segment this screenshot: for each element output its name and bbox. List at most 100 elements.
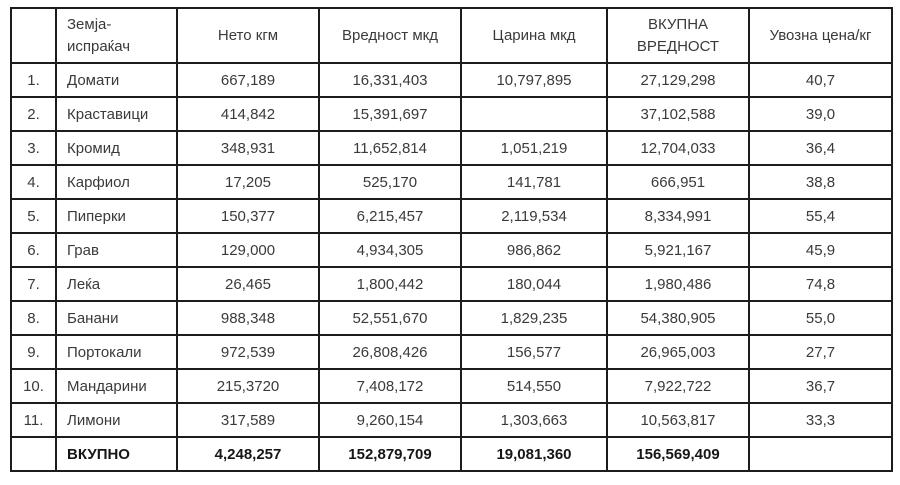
row-number-cell: 10. [10, 368, 57, 404]
total-value-total-cell: 156,569,409 [606, 436, 750, 472]
customs-mkd-cell: 514,550 [460, 368, 608, 404]
import-price-total-cell [748, 436, 893, 472]
net-kg-cell: 129,000 [176, 232, 320, 268]
import-price-cell: 74,8 [748, 266, 893, 302]
net-kg-cell: 348,931 [176, 130, 320, 166]
row-number-cell: 5. [10, 198, 57, 234]
table-row-krastavici: 2. Краставици 414,842 15,391,697 37,102,… [10, 96, 893, 132]
customs-mkd-cell: 10,797,895 [460, 62, 608, 98]
value-mkd-cell: 16,331,403 [318, 62, 462, 98]
net-kg-cell: 26,465 [176, 266, 320, 302]
header-index [10, 7, 57, 64]
customs-mkd-cell: 2,119,534 [460, 198, 608, 234]
net-kg-cell: 317,589 [176, 402, 320, 438]
import-price-cell: 38,8 [748, 164, 893, 200]
product-name-cell: Леќа [55, 266, 178, 302]
header-country-sender: Земја- испраќач [55, 7, 178, 64]
product-name-cell: Мандарини [55, 368, 178, 404]
product-name-cell: Портокали [55, 334, 178, 370]
table-row-limoni: 11. Лимони 317,589 9,260,154 1,303,663 1… [10, 402, 893, 438]
total-label-cell: ВКУПНО [55, 436, 178, 472]
product-name-cell: Пиперки [55, 198, 178, 234]
total-value-cell: 27,129,298 [606, 62, 750, 98]
product-name-cell: Краставици [55, 96, 178, 132]
row-number-cell: 9. [10, 334, 57, 370]
value-mkd-cell: 525,170 [318, 164, 462, 200]
row-number-cell [10, 436, 57, 472]
page: Земја- испраќач Нето кгм Вредност мкд Ца… [10, 7, 893, 472]
value-mkd-total-cell: 152,879,709 [318, 436, 462, 472]
table-row-piperki: 5. Пиперки 150,377 6,215,457 2,119,534 8… [10, 198, 893, 234]
product-name-cell: Лимони [55, 402, 178, 438]
row-number-cell: 11. [10, 402, 57, 438]
value-mkd-cell: 15,391,697 [318, 96, 462, 132]
table-row-domati: 1. Домати 667,189 16,331,403 10,797,895 … [10, 62, 893, 98]
header-total-value: ВКУПНА ВРЕДНОСТ [606, 7, 750, 64]
customs-mkd-cell: 141,781 [460, 164, 608, 200]
customs-mkd-cell: 986,862 [460, 232, 608, 268]
product-name-cell: Домати [55, 62, 178, 98]
header-row: Земја- испраќач Нето кгм Вредност мкд Ца… [10, 7, 893, 64]
net-kg-total-cell: 4,248,257 [176, 436, 320, 472]
total-value-cell: 666,951 [606, 164, 750, 200]
table-row-mandarini: 10. Мандарини 215,3720 7,408,172 514,550… [10, 368, 893, 404]
row-number-cell: 6. [10, 232, 57, 268]
net-kg-cell: 667,189 [176, 62, 320, 98]
value-mkd-cell: 26,808,426 [318, 334, 462, 370]
total-value-cell: 37,102,588 [606, 96, 750, 132]
customs-mkd-cell: 1,303,663 [460, 402, 608, 438]
total-value-cell: 10,563,817 [606, 402, 750, 438]
header-import-price: Увозна цена/кг [748, 7, 893, 64]
table-row-banani: 8. Банани 988,348 52,551,670 1,829,235 5… [10, 300, 893, 336]
row-number-cell: 8. [10, 300, 57, 336]
import-price-cell: 36,7 [748, 368, 893, 404]
row-number-cell: 7. [10, 266, 57, 302]
import-price-cell: 55,4 [748, 198, 893, 234]
value-mkd-cell: 1,800,442 [318, 266, 462, 302]
import-data-table: Земја- испраќач Нето кгм Вредност мкд Ца… [10, 7, 893, 472]
value-mkd-cell: 9,260,154 [318, 402, 462, 438]
customs-mkd-cell: 1,829,235 [460, 300, 608, 336]
customs-mkd-total-cell: 19,081,360 [460, 436, 608, 472]
customs-mkd-cell: 180,044 [460, 266, 608, 302]
total-value-cell: 5,921,167 [606, 232, 750, 268]
row-number-cell: 4. [10, 164, 57, 200]
import-price-cell: 45,9 [748, 232, 893, 268]
table-row-karfiol: 4. Карфиол 17,205 525,170 141,781 666,95… [10, 164, 893, 200]
import-price-cell: 40,7 [748, 62, 893, 98]
row-number-cell: 1. [10, 62, 57, 98]
product-name-cell: Банани [55, 300, 178, 336]
total-value-cell: 12,704,033 [606, 130, 750, 166]
net-kg-cell: 972,539 [176, 334, 320, 370]
row-number-cell: 3. [10, 130, 57, 166]
import-price-cell: 36,4 [748, 130, 893, 166]
table-row-kromid: 3. Кромид 348,931 11,652,814 1,051,219 1… [10, 130, 893, 166]
import-price-cell: 27,7 [748, 334, 893, 370]
import-price-cell: 55,0 [748, 300, 893, 336]
total-value-cell: 7,922,722 [606, 368, 750, 404]
table-row-leka: 7. Леќа 26,465 1,800,442 180,044 1,980,4… [10, 266, 893, 302]
header-customs-mkd: Царина мкд [460, 7, 608, 64]
net-kg-cell: 988,348 [176, 300, 320, 336]
customs-mkd-cell [460, 96, 608, 132]
import-price-cell: 39,0 [748, 96, 893, 132]
net-kg-cell: 414,842 [176, 96, 320, 132]
customs-mkd-cell: 1,051,219 [460, 130, 608, 166]
header-net-kg: Нето кгм [176, 7, 320, 64]
value-mkd-cell: 4,934,305 [318, 232, 462, 268]
value-mkd-cell: 7,408,172 [318, 368, 462, 404]
net-kg-cell: 215,3720 [176, 368, 320, 404]
net-kg-cell: 17,205 [176, 164, 320, 200]
value-mkd-cell: 11,652,814 [318, 130, 462, 166]
total-value-cell: 54,380,905 [606, 300, 750, 336]
net-kg-cell: 150,377 [176, 198, 320, 234]
product-name-cell: Кромид [55, 130, 178, 166]
value-mkd-cell: 6,215,457 [318, 198, 462, 234]
total-value-cell: 26,965,003 [606, 334, 750, 370]
table-row-grav: 6. Грав 129,000 4,934,305 986,862 5,921,… [10, 232, 893, 268]
table-row-portokali: 9. Портокали 972,539 26,808,426 156,577 … [10, 334, 893, 370]
total-value-cell: 1,980,486 [606, 266, 750, 302]
value-mkd-cell: 52,551,670 [318, 300, 462, 336]
customs-mkd-cell: 156,577 [460, 334, 608, 370]
import-price-cell: 33,3 [748, 402, 893, 438]
